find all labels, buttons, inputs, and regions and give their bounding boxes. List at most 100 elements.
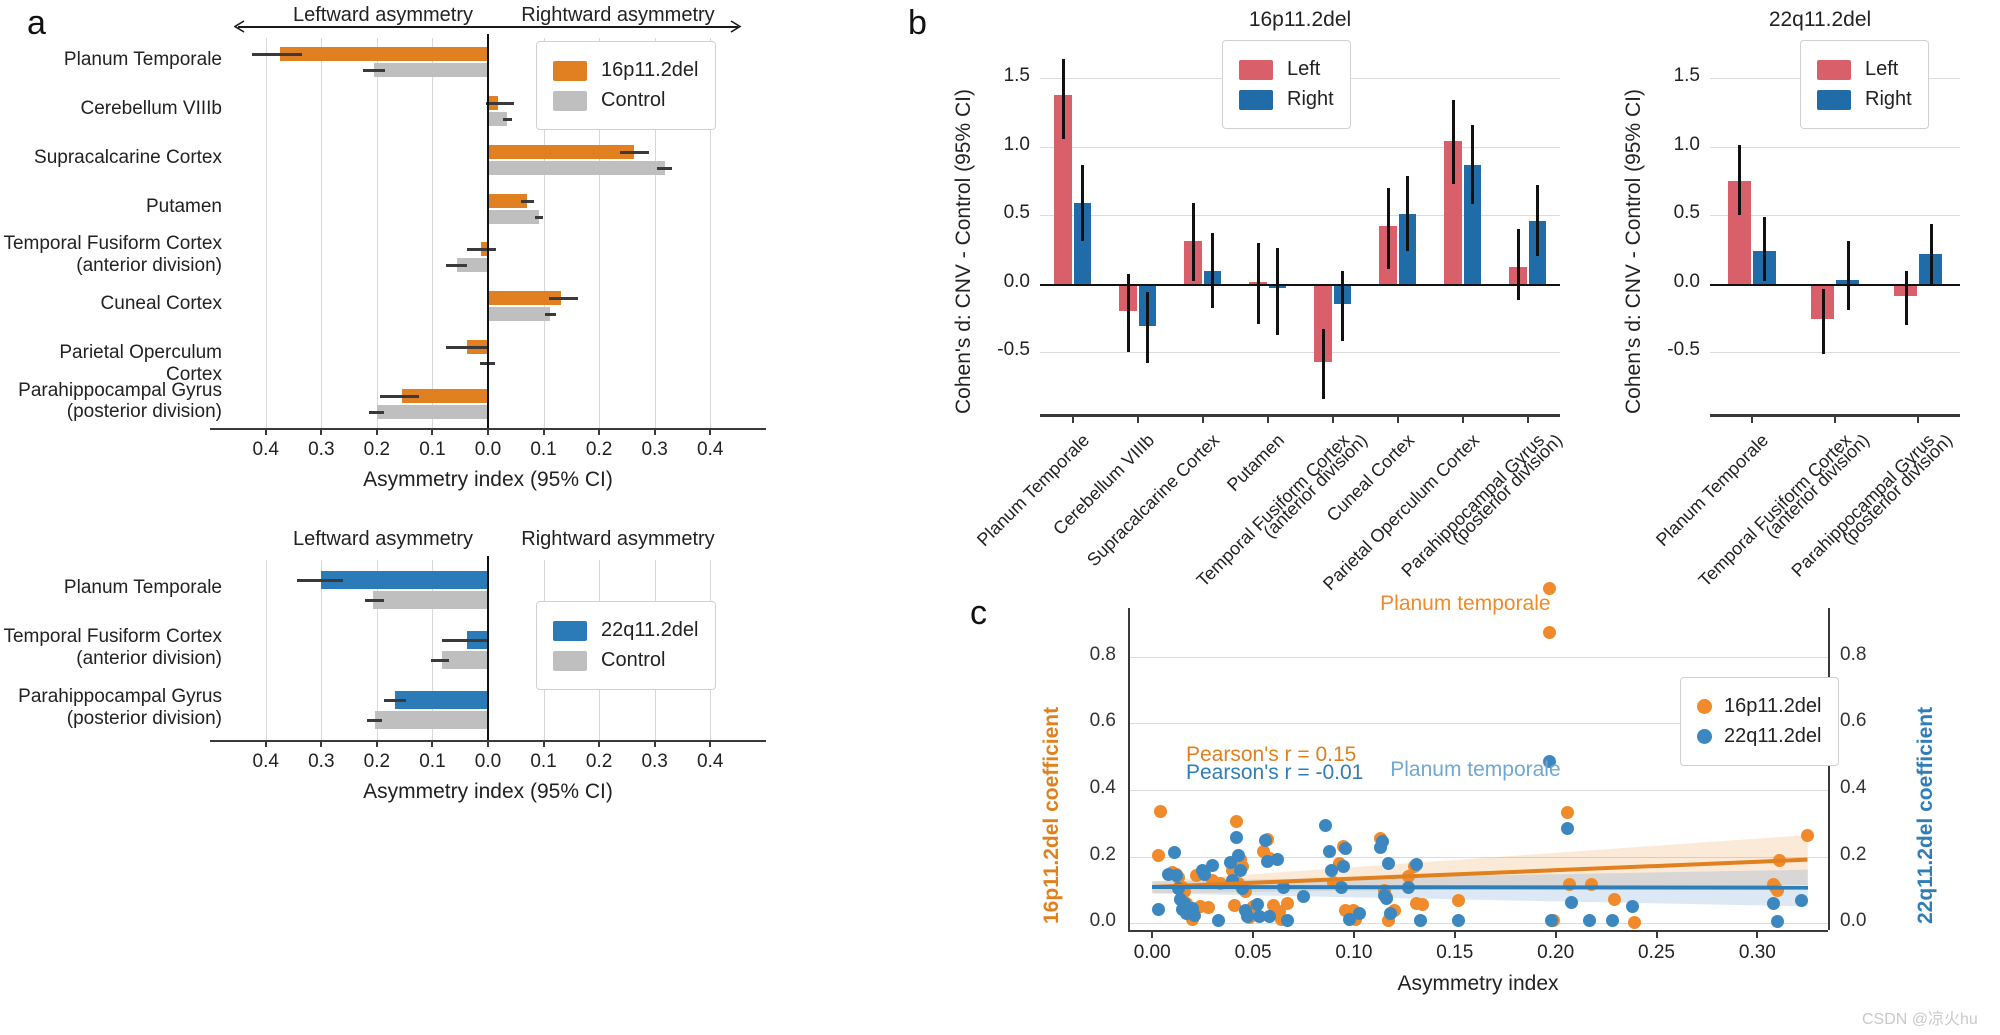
scatter-point — [1230, 815, 1244, 829]
y-axis-title: Cohen's d: CNV - Control (95% CI) — [1622, 89, 1645, 414]
scatter-point — [1583, 914, 1597, 928]
x-tick-label: 0.1 — [530, 439, 557, 460]
error-bar — [446, 345, 487, 349]
grid-line — [1040, 146, 1560, 148]
arrow-right-icon — [730, 20, 742, 33]
scatter-point — [1409, 857, 1423, 871]
x-tick — [542, 740, 545, 747]
scatter-point — [1153, 805, 1167, 819]
y-axis-right — [1828, 608, 1830, 930]
bar-control — [457, 258, 488, 273]
scatter-point — [1353, 906, 1367, 920]
scatter-point — [1188, 908, 1202, 922]
grid-line — [1040, 352, 1560, 354]
legend-swatch-16p112del — [553, 60, 587, 81]
x-tick — [709, 740, 712, 747]
error-bar — [1386, 187, 1390, 269]
x-tick — [1071, 414, 1074, 423]
grid-line — [321, 560, 323, 740]
legend-swatch-right — [1239, 89, 1273, 110]
error-bar — [363, 69, 386, 73]
x-tick — [1461, 414, 1464, 423]
error-bar — [485, 102, 514, 106]
x-axis — [1128, 930, 1828, 932]
y-tick-label-right: 0.0 — [1840, 910, 1867, 932]
grid-line — [265, 560, 267, 740]
x-tick-label: 0.15 — [1436, 942, 1474, 963]
scatter-point — [1151, 902, 1165, 916]
error-bar — [251, 53, 302, 57]
legend-label-right: Right — [1287, 88, 1334, 110]
y-tick-label: 1.0 — [1003, 133, 1030, 155]
error-bar — [383, 699, 406, 703]
x-tick — [1331, 414, 1334, 423]
scatter-point — [1452, 913, 1466, 927]
error-bar — [1471, 124, 1475, 205]
scatter-point — [1262, 909, 1276, 923]
x-tick-label: 0.3 — [641, 751, 668, 772]
zero-line — [487, 556, 489, 742]
grid-line — [1128, 923, 1828, 925]
panel-a-bottom-header-left: Leftward asymmetry — [292, 528, 474, 550]
category-label-2: Supracalcarine Cortex — [1082, 430, 1223, 571]
x-tick-label: 0.2 — [363, 439, 391, 460]
x-tick-label: 0.20 — [1537, 942, 1575, 963]
scatter-point — [1169, 869, 1183, 883]
bar-left — [1314, 283, 1332, 362]
bar-control — [373, 591, 488, 609]
y-tick-label-right: 0.4 — [1840, 777, 1867, 798]
error-bar — [1738, 145, 1742, 216]
y-tick-label-left: 0.4 — [1089, 777, 1116, 798]
y-tick-label: -0.5 — [997, 339, 1030, 361]
bar-left — [1444, 141, 1462, 284]
x-tick-label: 0.10 — [1335, 942, 1373, 963]
category-label-2: Supracalcarine Cortex — [34, 146, 222, 168]
x-tick — [653, 428, 656, 435]
scatter-point — [1234, 863, 1248, 877]
x-tick — [542, 428, 545, 435]
category-label-5: Cuneal Cortex — [100, 293, 222, 315]
grid-line — [1710, 146, 1960, 148]
error-bar — [446, 264, 467, 268]
scatter-point — [1416, 897, 1430, 911]
bar-left — [1727, 181, 1751, 284]
category-label-4: Temporal Fusiform Cortex (anterior divisi… — [3, 233, 222, 277]
error-bar — [544, 313, 556, 317]
bar-right — [1463, 164, 1481, 284]
grid-line — [654, 38, 656, 428]
scatter-point — [1230, 830, 1244, 844]
legend-swatch-left — [1239, 59, 1273, 80]
x-tick — [598, 428, 601, 435]
zero-baseline — [1710, 283, 1960, 286]
legend-item-c-16p112del: 16p11.2del — [1697, 695, 1822, 718]
grid-line — [543, 38, 545, 428]
x-tick — [1201, 414, 1204, 423]
scatter-point — [1325, 863, 1339, 877]
error-bar — [1406, 175, 1410, 251]
x-tick — [1834, 414, 1836, 423]
legend-label-control-2: Control — [601, 649, 666, 671]
grid-line — [1128, 723, 1828, 725]
panel-c-letter: c — [970, 594, 987, 632]
watermark: CSDN @凉火hu — [1862, 1011, 1978, 1028]
scatter-point — [1339, 841, 1353, 855]
scatter-point — [1260, 855, 1274, 869]
bar-16p11-2del — [401, 388, 488, 403]
error-bar — [442, 639, 488, 643]
legend-label-c-16p112del: 16p11.2del — [1724, 695, 1822, 717]
scatter-point — [1202, 900, 1216, 914]
category-label-3: Putamen — [1222, 430, 1288, 496]
bar-right — [1073, 202, 1091, 284]
error-bar — [549, 297, 578, 301]
grid-line — [1040, 215, 1560, 217]
panel-a-top-legend: 16p11.2del Control — [536, 41, 716, 130]
y-tick-label: 0.5 — [1673, 202, 1700, 224]
x-tick-label: 0.4 — [697, 439, 724, 460]
bar-16p11-2del — [279, 47, 488, 62]
category-label-0: Planum Temporale — [63, 577, 222, 598]
scatter-point — [1543, 754, 1557, 768]
grid-line — [1128, 856, 1828, 858]
annotation-planum-temporale-orange: Planum temporale — [1380, 592, 1551, 615]
error-bar — [1846, 241, 1850, 310]
error-bar — [1146, 292, 1150, 364]
